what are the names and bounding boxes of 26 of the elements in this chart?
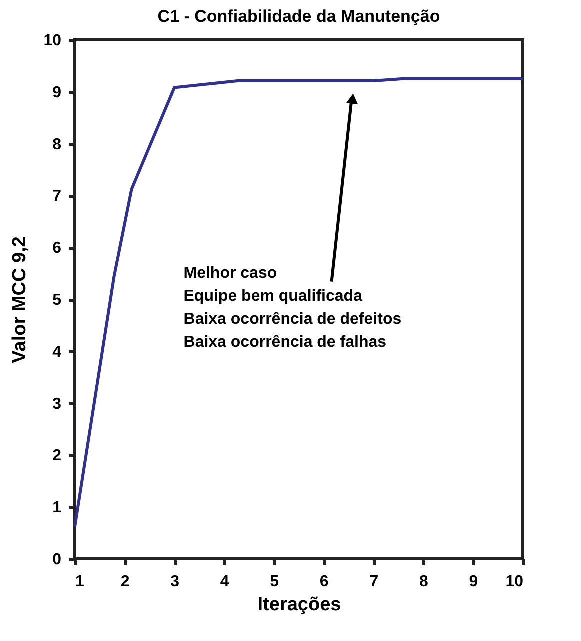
y-tick-label: 8	[52, 136, 62, 154]
line-series	[74, 77, 524, 528]
annotation: Melhor caso Equipe bem qualificada Baixa ocorrência de defeitos Baixa ocorrência de falhas	[184, 264, 402, 351]
x-tick-label: 3	[170, 574, 180, 590]
y-tick-label: 3	[52, 396, 62, 413]
y-tick-label: 10	[44, 32, 62, 50]
x-tick-label: 9	[469, 574, 478, 590]
y-tick-label: 2	[52, 448, 62, 465]
y-tick-label: 6	[52, 240, 62, 258]
x-tick-label: 1	[76, 574, 84, 590]
x-tick-label: 4	[220, 574, 230, 590]
x-tick-label: 8	[419, 574, 428, 590]
y-tick-label: 5	[52, 292, 62, 309]
y-tick-label: 1	[52, 500, 62, 517]
y-tick-label: 4	[52, 344, 62, 361]
chart-title: C1 - Confiabilidade da Manutenção	[158, 7, 440, 26]
y-axis-title: Valor MCC 9,2	[10, 236, 31, 364]
x-tick-label: 5	[270, 574, 280, 590]
y-tick-label: 9	[52, 84, 62, 102]
y-tick-label: 7	[52, 188, 62, 206]
y-tick-label: 0	[52, 552, 62, 568]
x-tick-label: 6	[320, 574, 329, 590]
x-tick-label: 10	[506, 574, 524, 590]
x-tick-label: 7	[370, 574, 379, 590]
x-tick-label: 2	[120, 574, 130, 590]
x-axis-title: Iterações	[258, 594, 342, 616]
